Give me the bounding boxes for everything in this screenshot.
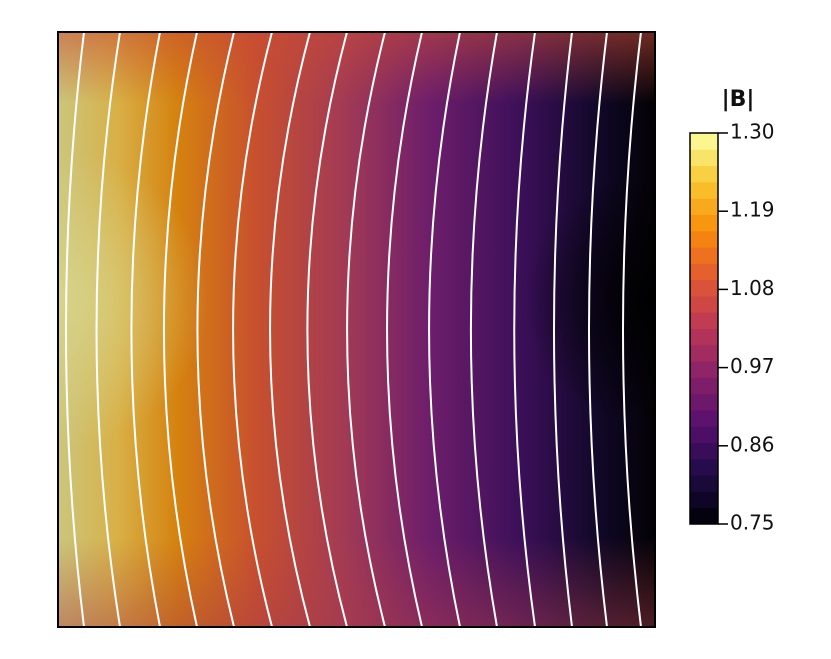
streamline — [269, 32, 311, 627]
colorbar-band — [690, 442, 718, 460]
colorbar-band — [690, 344, 718, 362]
colorbar-band — [690, 198, 718, 215]
colorbar-band — [690, 507, 718, 525]
colorbar-band — [690, 393, 718, 411]
colorbar-band — [690, 279, 718, 297]
colorbar-tick-label: 0.75 — [730, 511, 775, 535]
colorbar-tick-label: 1.08 — [730, 276, 775, 300]
streamline — [513, 32, 536, 627]
colorbar-band — [690, 377, 718, 395]
streamline — [553, 32, 573, 627]
field — [58, 32, 655, 627]
colorbar-tick-label: 1.30 — [730, 120, 775, 144]
colorbar-band — [690, 133, 718, 150]
streamline — [162, 32, 198, 627]
streamline — [196, 32, 235, 627]
plot-frame — [57, 31, 656, 628]
colorbar-band — [690, 328, 718, 346]
colorbar-band — [690, 475, 718, 492]
streamline — [428, 32, 461, 627]
colorbar-band — [690, 165, 718, 183]
colorbar-band — [690, 426, 718, 444]
colorbar-band — [690, 491, 718, 509]
streamline — [622, 32, 642, 627]
colorbar-band — [690, 230, 718, 248]
colorbar-band — [690, 214, 718, 232]
colorbar-band — [690, 458, 718, 476]
colorbar-band — [690, 263, 718, 281]
streamline — [130, 32, 161, 627]
colorbar-band — [690, 181, 718, 199]
streamline — [386, 32, 423, 627]
streamline — [469, 32, 498, 627]
colorbar-frame — [689, 132, 719, 525]
colorbar-band — [690, 312, 718, 329]
streamline — [65, 32, 85, 627]
colorbar-band — [690, 247, 718, 264]
streamline — [588, 32, 608, 627]
colorbar-tick-label: 0.86 — [730, 432, 775, 456]
streamline — [232, 32, 273, 627]
colorbar-tick-label: 0.97 — [730, 354, 775, 378]
streamline — [95, 32, 121, 627]
colorbar-band — [690, 295, 718, 313]
streamline — [346, 32, 386, 627]
colorbar-title: |B| — [722, 87, 755, 112]
colorbar-band — [690, 149, 718, 167]
colorbar-band — [690, 361, 718, 378]
colorbar: 0.75 0.86 0.97 1.08 1.19 1.30 — [689, 120, 775, 535]
colorbar-tick-label: 1.19 — [730, 198, 775, 222]
streamline — [306, 32, 348, 627]
colorbar-band — [690, 409, 718, 427]
